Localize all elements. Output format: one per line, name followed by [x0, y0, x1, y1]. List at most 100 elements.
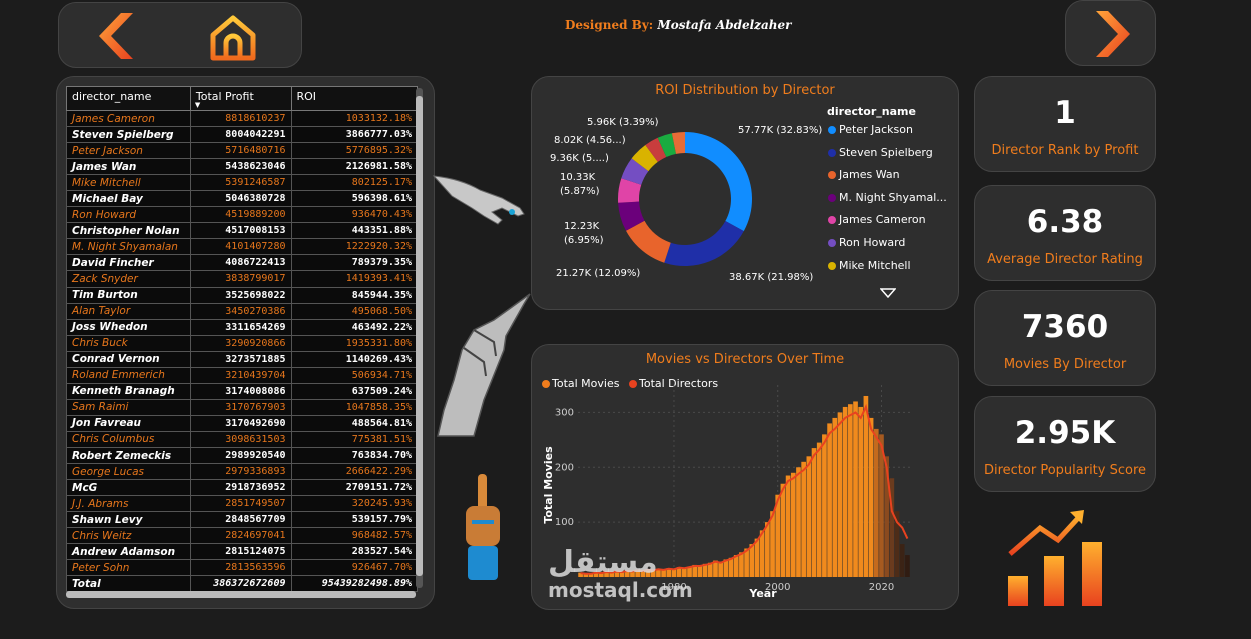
x-tick-label: 2000	[765, 582, 790, 593]
legend-label: Steven Spielberg	[839, 145, 933, 159]
line-total-directors	[580, 403, 909, 575]
bar-total-movies	[682, 567, 687, 577]
table-row[interactable]: Steven Spielberg 8004042291 3866777.03%	[66, 126, 418, 144]
table-row[interactable]: Alan Taylor 3450270386 495068.50%	[66, 302, 418, 320]
cell-total-profit: 3174008086	[189, 382, 292, 400]
donut-legend-item[interactable]: Mike Mitchell	[828, 259, 911, 272]
table-row[interactable]: James Wan 5438623046 2126981.58%	[66, 158, 418, 176]
table-row[interactable]: Mike Mitchell 5391246587 802125.17%	[66, 174, 418, 192]
bar-total-movies	[858, 406, 864, 577]
column-header-total-profit[interactable]: Total Profit ▼	[189, 86, 292, 111]
cell-roi: 443351.88%	[290, 222, 418, 240]
cell-roi: 845944.35%	[290, 286, 418, 304]
table-row[interactable]: Andrew Adamson 2815124075 283527.54%	[66, 543, 418, 561]
y-tick-label: 300	[555, 407, 574, 418]
table-row[interactable]: Shawn Levy 2848567709 539157.79%	[66, 511, 418, 529]
donut-slice-steven-spielberg[interactable]	[664, 221, 744, 266]
legend-dot	[828, 261, 836, 270]
movies-directors-chart[interactable]: 300 200 100 1980 2000 2020 Total Movies Year	[532, 345, 960, 611]
table-row[interactable]: Kenneth Branagh 3174008086 637509.24%	[66, 382, 418, 400]
column-header-director[interactable]: director_name	[66, 86, 191, 111]
legend-label: Ron Howard	[839, 236, 906, 249]
column-header-total-profit-label: Total Profit	[195, 90, 254, 103]
bar-total-movies	[656, 568, 661, 577]
donut-legend-item[interactable]: Steven Spielberg	[828, 146, 933, 159]
table-row[interactable]: Chris Columbus 3098631503 775381.51%	[66, 430, 418, 448]
donut-slice-other-2[interactable]	[657, 133, 676, 157]
legend-scroll-down-icon[interactable]	[880, 288, 896, 298]
table-row[interactable]: J.J. Abrams 2851749507 320245.93%	[66, 495, 418, 513]
cell-total-profit: 8818610237	[189, 109, 292, 128]
table-vertical-scrollbar[interactable]	[416, 88, 423, 588]
roi-donut-chart[interactable]	[610, 124, 760, 274]
donut-legend-item[interactable]: James Wan	[828, 168, 900, 181]
donut-slice-mike-mitchell[interactable]	[631, 144, 658, 172]
bar-total-movies	[728, 557, 734, 577]
donut-slice-m-night-shyamalan[interactable]	[618, 201, 645, 231]
movies-directors-panel: Movies vs Directors Over Time Total Movi…	[531, 344, 959, 610]
donut-label: (6.95%)	[564, 235, 604, 246]
table-row[interactable]: Michael Bay 5046380728 596398.61%	[66, 190, 418, 208]
table-row[interactable]: Zack Snyder 3838799017 1419393.41%	[66, 270, 418, 288]
bar-total-movies	[759, 530, 765, 577]
donut-slice-peter-jackson[interactable]	[685, 132, 752, 232]
donut-slice-other-1[interactable]	[645, 137, 667, 162]
bar-total-movies	[687, 566, 692, 577]
table-row[interactable]: Chris Buck 3290920866 1935331.80%	[66, 334, 418, 352]
table-row[interactable]: James Cameron 8818610237 1033132.18%	[66, 109, 418, 128]
cell-director: Chris Weitz	[66, 527, 191, 545]
table-row[interactable]: Roland Emmerich 3210439704 506934.71%	[66, 366, 418, 384]
donut-slice-other-3[interactable]	[671, 132, 685, 154]
column-header-roi[interactable]: ROI	[290, 86, 418, 111]
donut-slice-ron-howard[interactable]	[621, 158, 649, 185]
chevron-left-icon[interactable]	[91, 11, 141, 61]
bar-total-movies	[630, 570, 635, 577]
cell-roi: 596398.61%	[290, 190, 418, 208]
table-row[interactable]: Robert Zemeckis 2989920540 763834.70%	[66, 446, 418, 465]
cell-total-profit: 3290920866	[189, 334, 292, 352]
cell-total-profit: 5046380728	[189, 190, 292, 208]
scrollbar-thumb[interactable]	[416, 96, 423, 576]
bar-total-movies	[889, 478, 895, 577]
donut-legend-item[interactable]: Peter Jackson	[828, 123, 913, 136]
kpi-card-rank: 1 Director Rank by Profit	[974, 76, 1156, 172]
table-row[interactable]: M. Night Shyamalan 4101407280 1222920.32%	[66, 238, 418, 256]
bar-total-movies	[718, 561, 723, 577]
donut-legend-item[interactable]: Ron Howard	[828, 236, 905, 249]
table-row[interactable]: George Lucas 2979336893 2666422.29%	[66, 463, 418, 481]
donut-slice-james-wan[interactable]	[625, 220, 671, 263]
cell-total-profit: 5438623046	[189, 158, 292, 176]
table-row[interactable]: McG 2918736952 2709151.72%	[66, 479, 418, 497]
table-row[interactable]: Conrad Vernon 3273571885 1140269.43%	[66, 350, 418, 368]
cell-total-profit: 4101407280	[189, 238, 292, 256]
cell-roi: 2666422.29%	[290, 463, 418, 481]
donut-legend-item[interactable]: M. Night Shyamal...	[828, 191, 947, 204]
bar-total-movies	[676, 567, 682, 577]
chevron-right-icon[interactable]	[1088, 9, 1138, 59]
table-row[interactable]: Ron Howard 4519889200 936470.43%	[66, 206, 418, 224]
line-chart-legend: Total Movies Total Directors	[542, 377, 718, 390]
donut-label: 9.36K (5....)	[550, 153, 609, 164]
table-horizontal-scrollbar[interactable]	[66, 591, 416, 598]
home-icon[interactable]	[209, 15, 257, 61]
bar-total-movies	[650, 569, 656, 577]
table-row[interactable]: Tim Burton 3525698022 845944.35%	[66, 286, 418, 304]
nav-bar	[58, 2, 302, 68]
kpi-value: 6.38	[1026, 204, 1104, 240]
bar-total-movies	[697, 565, 703, 577]
bar-total-movies	[713, 560, 718, 577]
table-row[interactable]: Chris Weitz 2824697041 968482.57%	[66, 527, 418, 545]
donut-slice-james-cameron[interactable]	[618, 178, 642, 203]
table-row[interactable]: Peter Sohn 2813563596 926467.70%	[66, 559, 418, 577]
cell-roi: 926467.70%	[290, 559, 418, 577]
table-row[interactable]: Christopher Nolan 4517008153 443351.88%	[66, 222, 418, 240]
bar-total-movies	[671, 568, 677, 577]
table-row[interactable]: David Fincher 4086722413 789379.35%	[66, 254, 418, 272]
donut-legend-item[interactable]: James Cameron	[828, 213, 926, 226]
table-row[interactable]: Joss Whedon 3311654269 463492.22%	[66, 318, 418, 336]
table-row[interactable]: Peter Jackson 5716480716 5776895.32%	[66, 142, 418, 160]
table-row[interactable]: Sam Raimi 3170767903 1047858.35%	[66, 398, 418, 416]
designer-credit: Designed By: Mostafa Abdelzaher	[565, 18, 791, 32]
table-row[interactable]: Jon Favreau 3170492690 488564.81%	[66, 414, 418, 432]
cell-director: Peter Sohn	[66, 559, 191, 577]
